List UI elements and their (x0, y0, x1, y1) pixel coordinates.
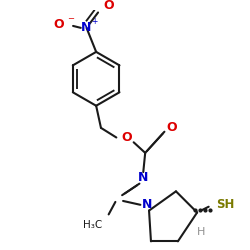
Text: H₃C: H₃C (83, 220, 102, 230)
Text: N: N (142, 198, 152, 211)
Text: +: + (91, 16, 98, 26)
Text: O: O (53, 18, 64, 32)
Text: O: O (122, 131, 132, 144)
Text: N: N (81, 21, 92, 34)
Text: O: O (103, 0, 114, 12)
Text: −: − (67, 14, 74, 23)
Text: H: H (197, 227, 205, 237)
Text: O: O (167, 121, 177, 134)
Text: N: N (138, 171, 148, 184)
Text: SH: SH (216, 198, 234, 211)
